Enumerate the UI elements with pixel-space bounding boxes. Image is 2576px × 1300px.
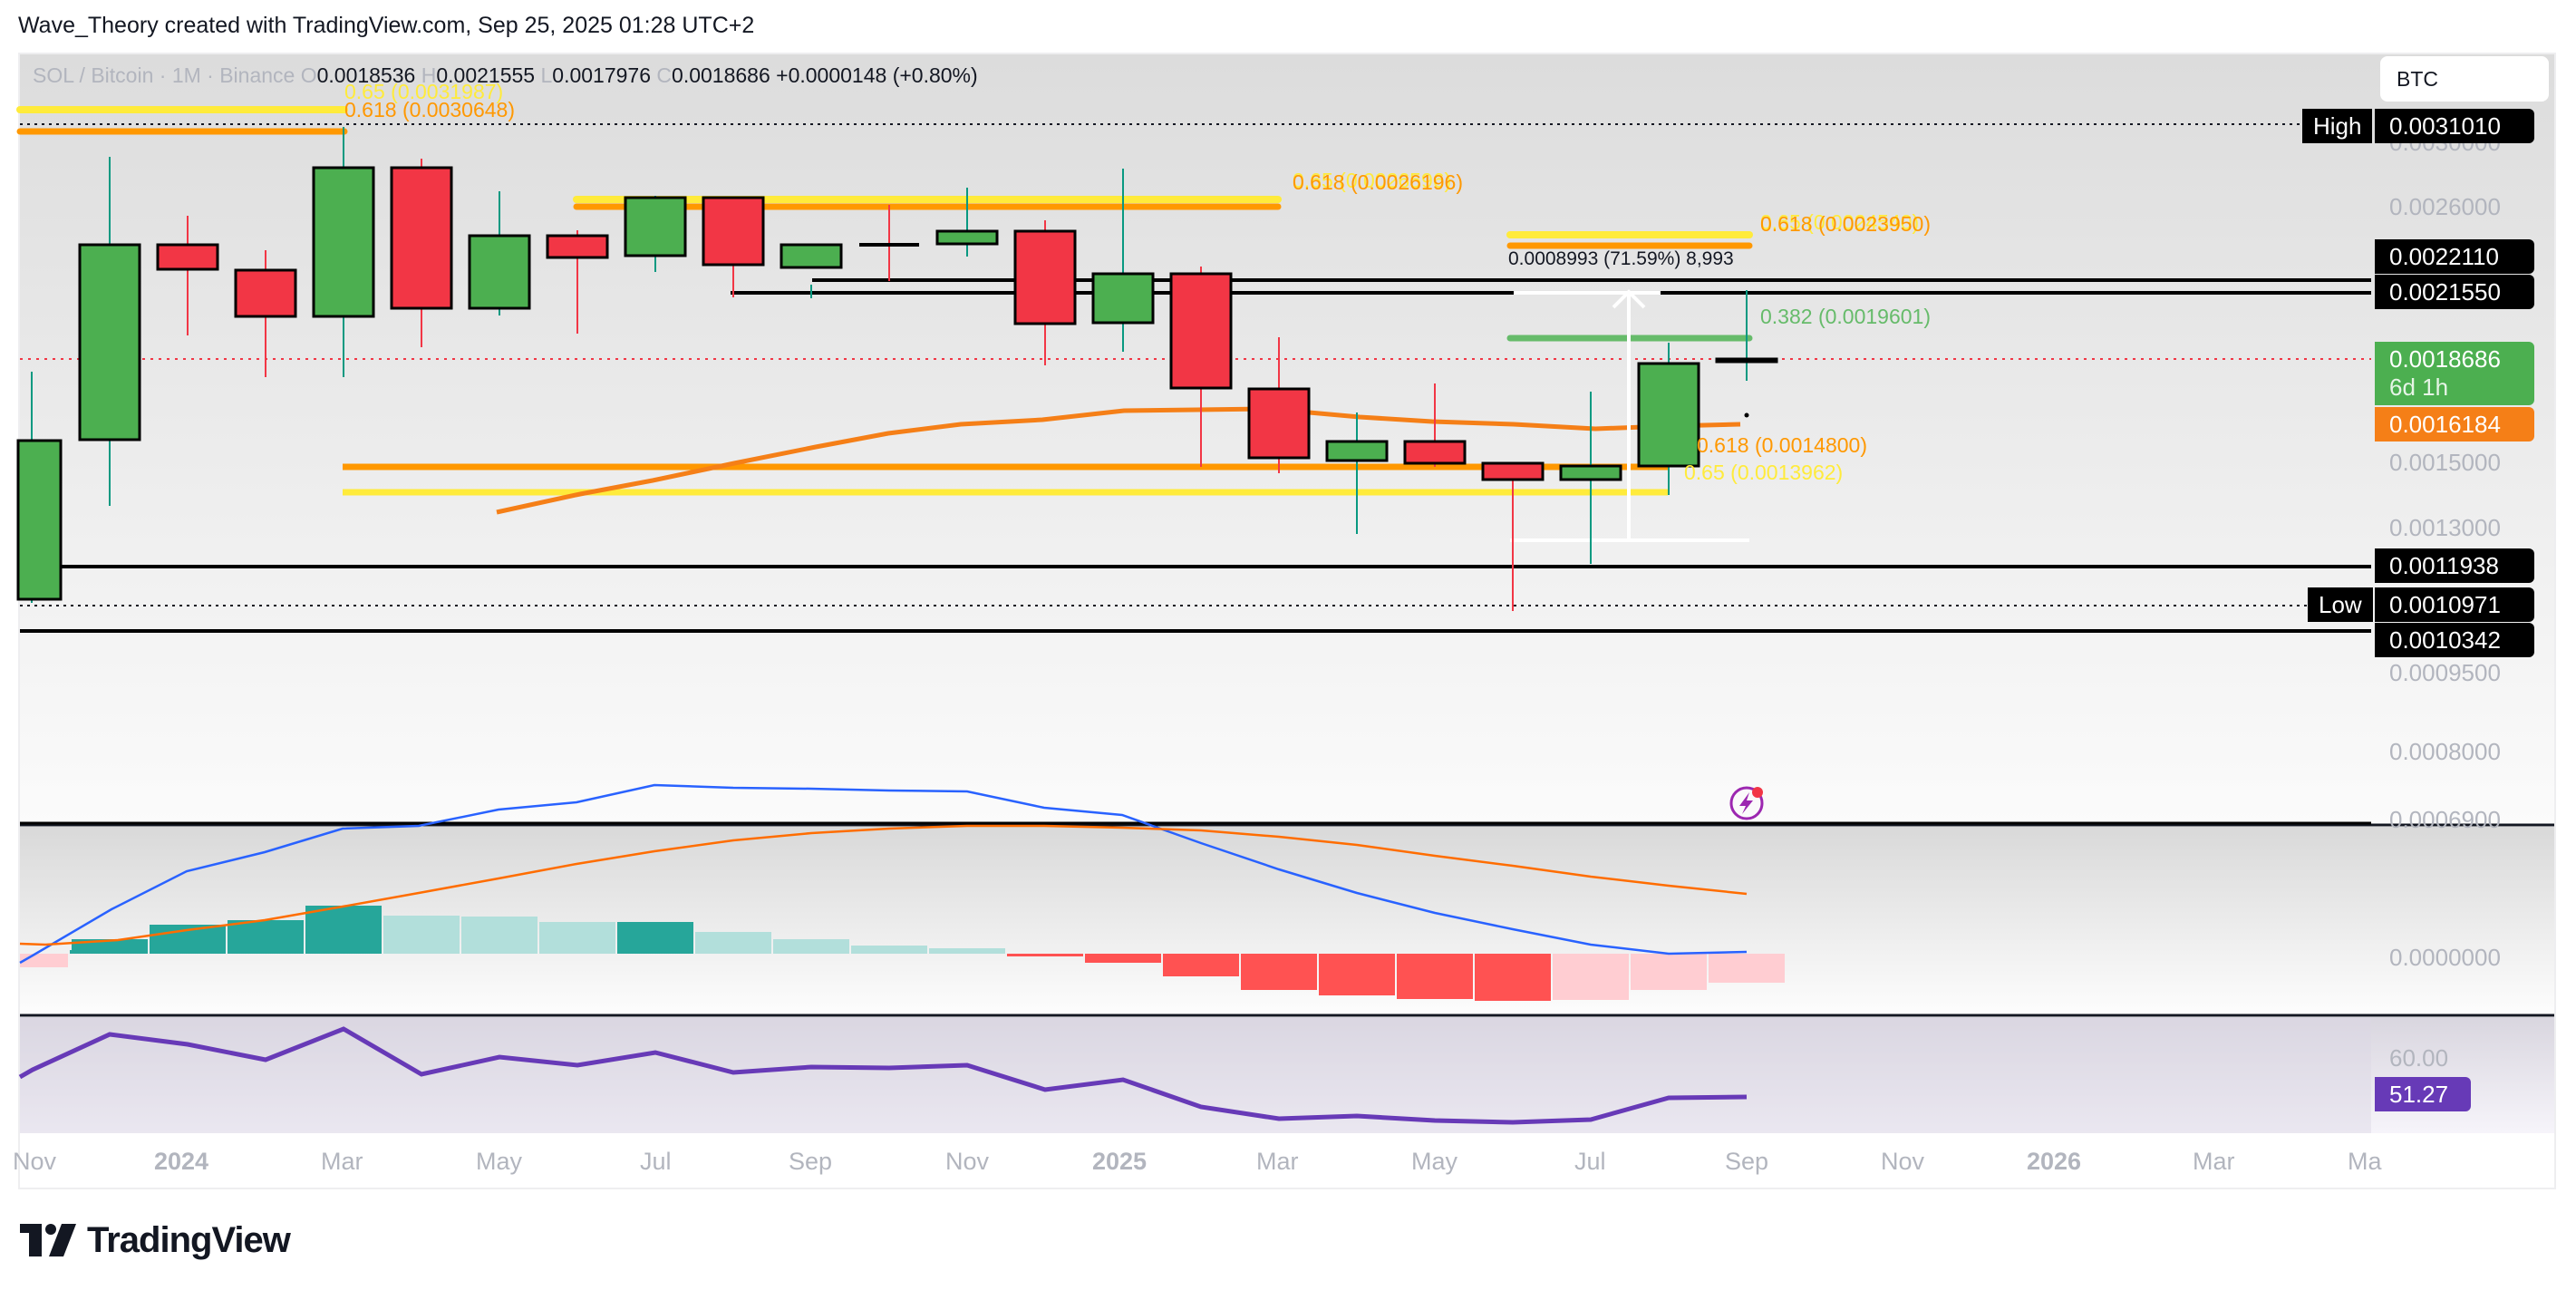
time-tick: Mar xyxy=(1256,1148,1299,1175)
level-price-tag: 0.0010342 xyxy=(2375,623,2534,657)
brand-name: TradingView xyxy=(87,1219,291,1260)
ohlc-legend: SOL / Bitcoin · 1M · Binance O0.0018536 … xyxy=(33,63,978,87)
time-tick: 2026 xyxy=(2027,1148,2082,1175)
time-tick: Mar xyxy=(2193,1148,2235,1175)
high-price-tag: 0.0031010 xyxy=(2375,109,2534,143)
lightning-event-icon[interactable] xyxy=(1729,786,1764,820)
signal-line xyxy=(19,824,1748,946)
fib-label: 0.65 (0.0026596) xyxy=(1293,169,1452,192)
tradingview-logo-icon xyxy=(20,1224,76,1256)
bar-countdown: 6d 1h xyxy=(2389,374,2449,401)
time-tick: 2025 xyxy=(1092,1148,1148,1175)
rsi-tick: 60.00 xyxy=(2389,1044,2449,1072)
rsi-band xyxy=(20,1017,2371,1133)
fib-label: 0.65 (0.0031987) xyxy=(344,80,504,103)
fib-label: 0.618 (0.0030648) xyxy=(344,98,515,121)
low-value: 0.0017976 xyxy=(552,63,652,87)
price-tick: 0.0013000 xyxy=(2389,514,2501,541)
fib-label: 0.382 (0.0019601) xyxy=(1760,305,1931,328)
low-label: Low xyxy=(2308,587,2373,622)
fib-label: 0.65 (0.0024540) xyxy=(1760,210,1920,234)
candles xyxy=(16,127,1778,611)
time-tick: Sep xyxy=(789,1148,833,1175)
ema-price-tag: 0.0016184 xyxy=(2375,407,2534,441)
macd-zero-tick: 0.0000000 xyxy=(2389,944,2501,971)
price-tick: 0.0008000 xyxy=(2389,738,2501,765)
time-tick: Mar xyxy=(321,1148,363,1175)
price-tick: 0.0026000 xyxy=(2389,193,2501,220)
price-tick: 0.0006900 xyxy=(2389,806,2501,833)
macd-line xyxy=(19,783,1748,965)
time-tick: 2024 xyxy=(154,1148,209,1175)
time-tick: Sep xyxy=(1725,1148,1769,1175)
time-tick: Ma xyxy=(2348,1148,2382,1175)
time-tick: Nov xyxy=(945,1148,990,1175)
currency-selector[interactable]: BTC xyxy=(2380,56,2549,102)
low-price-tag: 0.0010971 xyxy=(2375,587,2534,622)
measure-label: 0.0008993 (71.59%) 8,993 xyxy=(1508,248,1734,269)
time-tick: May xyxy=(1411,1148,1458,1175)
time-tick: May xyxy=(476,1148,523,1175)
price-tick: 0.0015000 xyxy=(2389,449,2501,476)
time-tick: Nov xyxy=(1881,1148,1925,1175)
time-tick: Jul xyxy=(640,1148,672,1175)
fib-label: 0.65 (0.0013962) xyxy=(1684,461,1844,484)
level-price-tag: 0.0021550 xyxy=(2375,275,2534,309)
macd-histogram xyxy=(20,906,1785,1001)
ema-line xyxy=(496,406,1741,515)
tradingview-logo[interactable]: TradingView xyxy=(20,1219,291,1260)
close-value: 0.0018686 xyxy=(672,63,770,87)
last-price-tag: 0.0018686 6d 1h xyxy=(2375,342,2534,405)
symbol-title[interactable]: SOL / Bitcoin · 1M · Binance xyxy=(33,63,295,87)
high-value: 0.0021555 xyxy=(436,63,536,87)
price-tick: 0.0009500 xyxy=(2389,659,2501,686)
level-price-tag: 0.0022110 xyxy=(2375,239,2534,274)
fib-label: 0.618 (0.0026196) xyxy=(1293,170,1463,194)
time-tick: Nov xyxy=(13,1148,57,1175)
rsi-pane xyxy=(20,1017,2554,1133)
fib-label: 0.618 (0.0014800) xyxy=(1697,433,1867,457)
chart-attribution: Wave_Theory created with TradingView.com… xyxy=(18,13,755,38)
open-value: 0.0018536 xyxy=(316,63,416,87)
change-value: +0.0000148 (+0.80%) xyxy=(776,63,978,87)
time-tick: Jul xyxy=(1574,1148,1606,1175)
fib-label: 0.618 (0.0023950) xyxy=(1760,212,1931,236)
rsi-value-tag: 51.27 xyxy=(2375,1077,2471,1111)
rsi-line xyxy=(18,1026,1748,1125)
high-label: High xyxy=(2302,109,2373,143)
level-price-tag: 0.0011938 xyxy=(2375,548,2534,583)
